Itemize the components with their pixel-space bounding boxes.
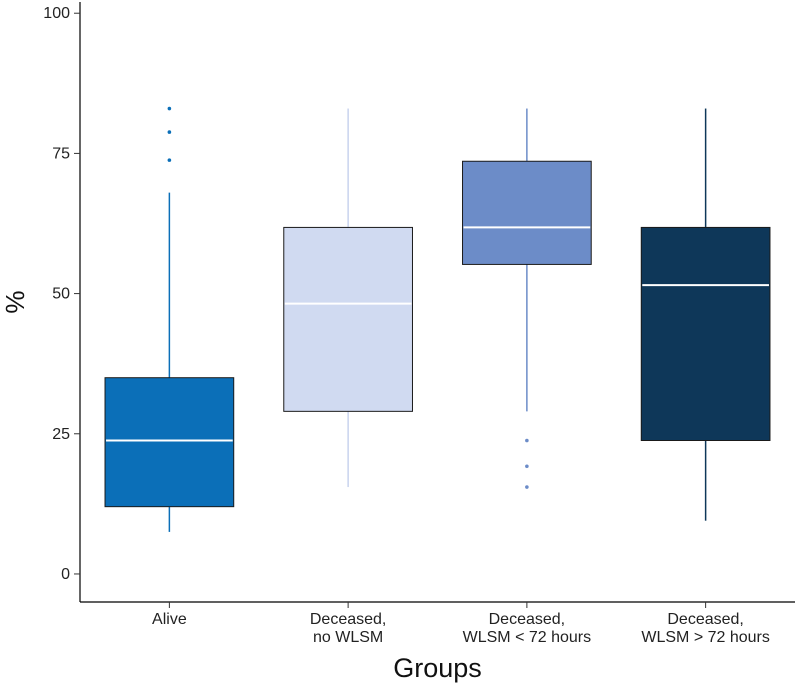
outlier-point — [167, 130, 172, 134]
outlier-point — [525, 464, 529, 469]
outlier-point — [525, 485, 529, 489]
outlier-point — [167, 158, 172, 162]
x-tick-label: Deceased, — [310, 611, 387, 628]
outlier-point — [525, 438, 529, 443]
x-tick-label: Alive — [152, 611, 187, 628]
box-iqr — [283, 226, 413, 412]
box-iqr — [462, 160, 592, 265]
x-tick-label: Deceased, — [667, 611, 744, 628]
x-tick-label: no WLSM — [313, 629, 383, 646]
x-tick-label: WLSM > 72 hours — [641, 629, 770, 646]
y-axis-title: % — [0, 290, 30, 313]
outlier-point — [167, 106, 172, 111]
y-tick-label: 0 — [61, 566, 70, 583]
x-tick-label: WLSM < 72 hours — [463, 629, 592, 646]
x-axis-title: Groups — [393, 653, 482, 683]
boxes — [104, 106, 771, 532]
x-tick-label: Deceased, — [489, 611, 566, 628]
y-tick-label: 75 — [52, 145, 70, 162]
box-iqr — [640, 226, 771, 442]
y-tick-label: 25 — [52, 426, 70, 443]
box-iqr — [104, 377, 235, 508]
y-tick-label: 50 — [52, 286, 70, 303]
axes — [74, 2, 795, 608]
y-tick-label: 100 — [43, 5, 70, 22]
